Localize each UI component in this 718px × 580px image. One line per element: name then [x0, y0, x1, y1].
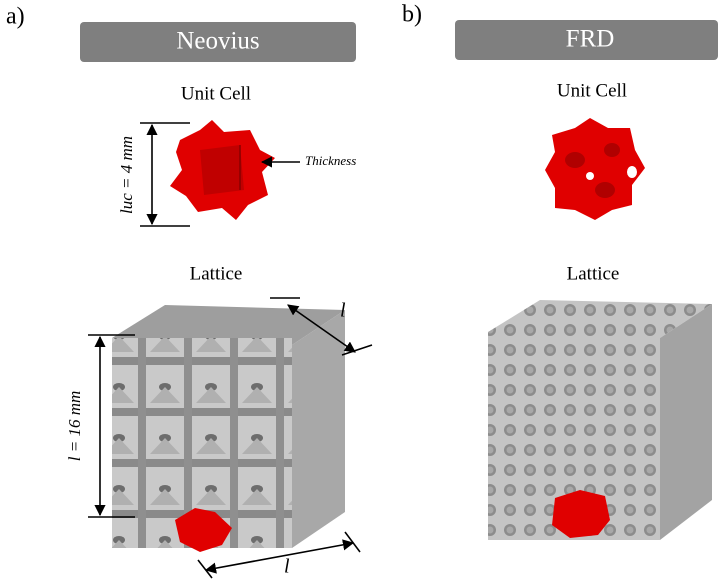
panel-title: Neovius [176, 28, 259, 55]
unit-cell-heading: Unit Cell [557, 80, 627, 101]
unit-cell-shape [170, 120, 275, 220]
thickness-label: Thickness [305, 153, 356, 168]
lattice-heading: Lattice [567, 263, 620, 284]
figure: a) Neovius Unit Cell luc = 4 mm Thicknes… [0, 0, 718, 580]
lattice-shape [112, 305, 345, 552]
unit-cell-shape [545, 118, 645, 220]
height-label: l = 16 mm [65, 391, 84, 462]
unit-cell-highlight [552, 490, 610, 538]
unit-cell-heading: Unit Cell [181, 83, 251, 104]
unit-size-label: luc = 4 mm [117, 136, 136, 214]
depth-label: l [340, 300, 346, 322]
lattice-heading: Lattice [190, 263, 243, 284]
dim-tick [345, 532, 360, 552]
panel-b: b) FRD Unit Cell Lattice [402, 2, 718, 541]
width-label: l [284, 556, 290, 578]
panel-label: a) [6, 4, 25, 30]
panel-label: b) [402, 2, 422, 28]
panel-a: a) Neovius Unit Cell luc = 4 mm Thicknes… [6, 4, 372, 579]
lattice-shape [488, 300, 712, 540]
panel-title: FRD [566, 26, 615, 53]
